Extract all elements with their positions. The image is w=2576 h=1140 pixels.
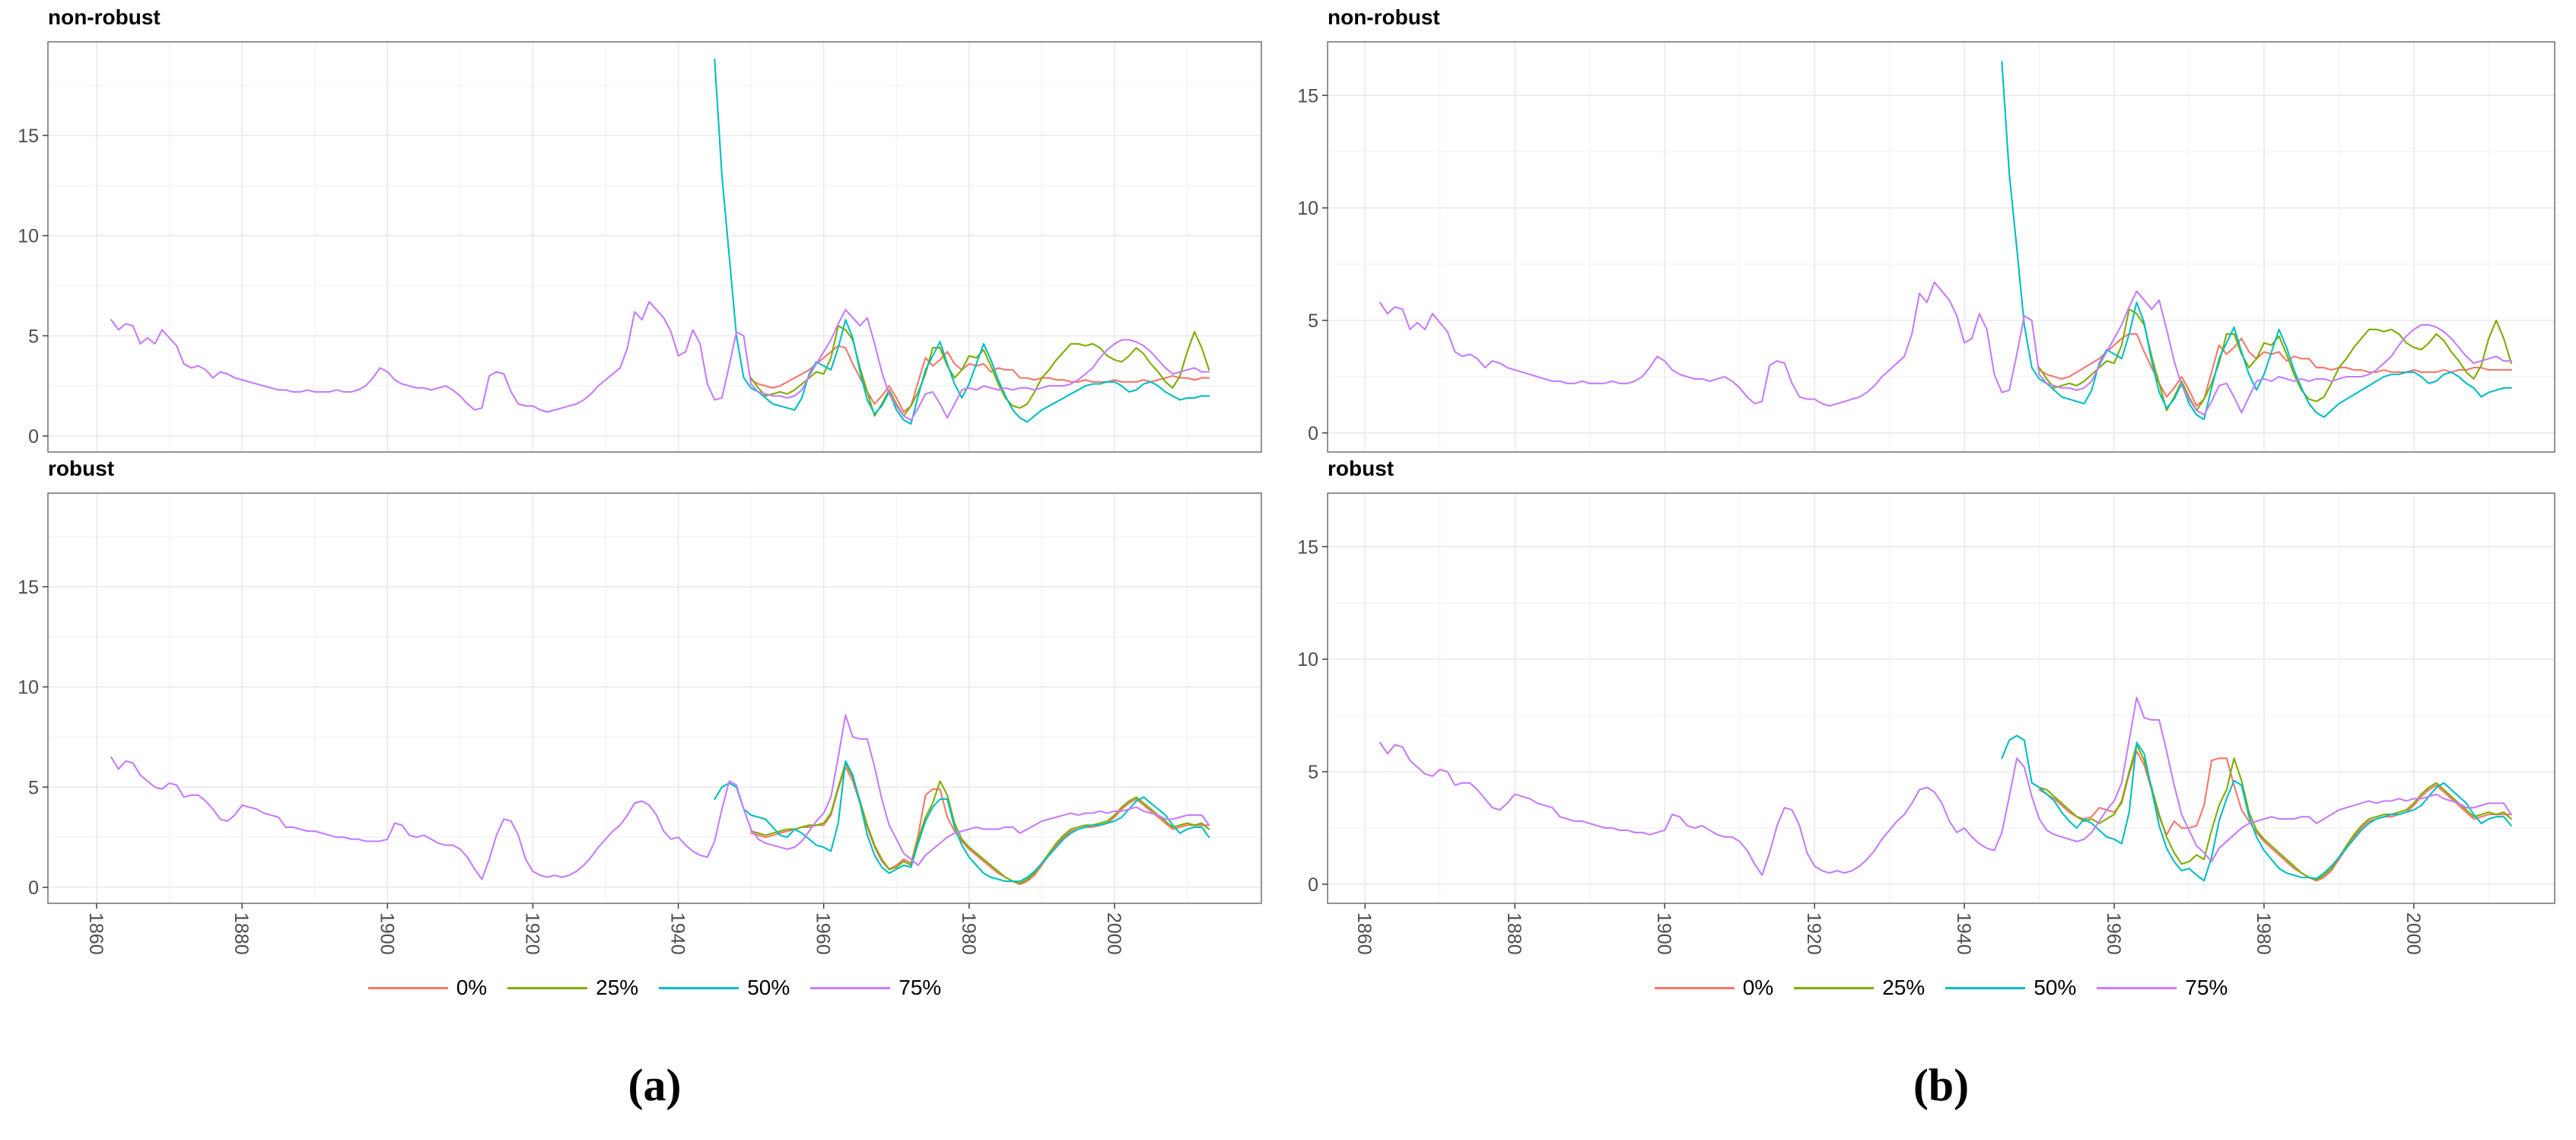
y-axis-tick-label: 5 (1308, 310, 1318, 332)
figure-a-canvas: 0 5 10 15 0 5 10 15 1860 1880 1900 1920 1940 1960 1980… (17, 41, 1262, 955)
y-axis-tick-label: 5 (1308, 762, 1318, 783)
legend-line-swatch-50pct (659, 986, 739, 989)
panel-b-robust: 0 5 10 15 1860 1880 1900 1920 1940 1960 1980 2000 (1297, 492, 2555, 955)
y-axis-tick-label: 10 (1297, 649, 1318, 670)
y-axis-tick-label: 5 (28, 777, 39, 798)
series-line-75pct (110, 714, 1210, 880)
legend-label-0pct: 0% (456, 976, 488, 999)
panel-background (1328, 42, 2555, 452)
x-axis-tick-label: 1960 (813, 912, 834, 955)
legend-label-25pct: 25% (1882, 976, 1926, 999)
x-axis-tick-label: 1940 (1953, 912, 1974, 955)
series-line-50pct (714, 759, 1210, 883)
legend-item-25pct: 25% (1794, 976, 1925, 1000)
panel-background (48, 493, 1261, 903)
series-line-75pct (1379, 696, 2512, 877)
y-axis-tick-label: 15 (17, 126, 39, 147)
x-axis-tick-label: 1880 (231, 912, 252, 955)
legend-item-75pct: 75% (2097, 976, 2228, 1000)
panel-b-non-robust: 0 5 10 15 (1297, 41, 2555, 453)
legend-line-swatch-0pct (1654, 986, 1735, 989)
y-axis-tick-label: 5 (28, 326, 39, 347)
legend-label-0pct: 0% (1742, 976, 1774, 999)
y-axis-tick-label: 15 (1297, 537, 1318, 558)
y-axis-tick-label: 0 (1308, 874, 1318, 896)
legend-line-swatch-75pct (810, 986, 891, 989)
x-axis-tick-label: 1940 (667, 912, 689, 955)
legend-label-50pct: 50% (2034, 976, 2077, 999)
facet-title-a-robust: robust (48, 457, 115, 480)
x-axis-tick-label: 2000 (1103, 912, 1124, 955)
y-axis-tick-label: 10 (17, 226, 39, 247)
series-line-25pct (2038, 744, 2512, 881)
y-axis-tick-label: 15 (17, 577, 39, 598)
y-axis-tick-label: 0 (28, 877, 39, 899)
panel-background (1328, 493, 2555, 903)
facet-title-a-nonrobust: non-robust (48, 5, 161, 29)
legend-line-swatch-25pct (1794, 986, 1875, 989)
caption-b: (b) (1913, 1060, 1970, 1110)
series-line-0pct (750, 345, 1210, 413)
panel-a-robust: 0 5 10 15 1860 1880 1900 1920 1940 1960 1980 2000 (17, 492, 1262, 955)
x-axis-tick-label: 1900 (1653, 912, 1674, 955)
series-line-75pct (110, 301, 1210, 421)
facet-title-b-nonrobust: non-robust (1328, 5, 1440, 29)
series-line-50pct (2001, 734, 2512, 882)
caption-a: (a) (628, 1060, 682, 1110)
legend-item-75pct: 75% (810, 976, 941, 1000)
legend-item-50pct: 50% (659, 976, 790, 1000)
x-axis-tick-label: 1860 (85, 912, 107, 955)
x-axis-tick-label: 1920 (521, 912, 542, 955)
x-axis-tick-label: 1920 (1803, 912, 1824, 955)
legend-item-0pct: 0% (367, 976, 488, 1000)
legend-label-25pct: 25% (596, 976, 639, 999)
legend-line-swatch-25pct (507, 986, 588, 989)
panel-border (47, 41, 1262, 453)
legend-b: 0% 25% 50% 75% (1328, 971, 2555, 1005)
series-line-50pct (2001, 60, 2512, 421)
panel-a-non-robust: 0 5 10 15 (17, 41, 1262, 453)
legend-line-swatch-0pct (367, 986, 448, 989)
x-axis-tick-label: 1880 (1503, 912, 1525, 955)
legend-item-0pct: 0% (1654, 976, 1774, 1000)
legend-item-50pct: 50% (1945, 976, 2076, 1000)
panel-border (1327, 41, 2555, 453)
x-axis-tick-label: 1980 (958, 912, 979, 955)
x-axis-tick-label: 1900 (376, 912, 397, 955)
series-line-0pct (2038, 333, 2512, 407)
panel-border (47, 492, 1262, 904)
legend-item-25pct: 25% (507, 976, 638, 1000)
figure-b-canvas: 0 5 10 15 0 5 10 15 1860 1880 1900 1920 1940 1960 1980… (1297, 41, 2555, 955)
series-line-75pct (1379, 281, 2512, 416)
legend-line-swatch-50pct (1945, 986, 2026, 989)
legend-label-50pct: 50% (747, 976, 790, 999)
panel-border (1327, 492, 2555, 904)
x-axis-tick-label: 1960 (2103, 912, 2124, 955)
figure-a: 0 5 10 15 0 5 10 15 1860 1880 1900 1920 1940 1960 1980… (17, 5, 1262, 1110)
y-axis-tick-label: 10 (17, 677, 39, 699)
y-axis-tick-label: 0 (1308, 423, 1318, 444)
x-axis-tick-label: 1860 (1353, 912, 1375, 955)
y-axis-tick-label: 15 (1297, 85, 1318, 107)
y-axis-tick-label: 10 (1297, 198, 1318, 219)
series-line-50pct (714, 58, 1210, 425)
y-axis-tick-label: 0 (28, 426, 39, 447)
legend-line-swatch-75pct (2097, 986, 2177, 989)
series-line-0pct (750, 766, 1210, 886)
x-axis-tick-label: 2000 (2403, 912, 2424, 955)
series-line-25pct (750, 762, 1210, 884)
legend-label-75pct: 75% (898, 976, 942, 999)
panel-background (48, 42, 1261, 452)
legend-a: 0% 25% 50% 75% (48, 971, 1261, 1005)
legend-label-75pct: 75% (2185, 976, 2228, 999)
x-axis-tick-label: 1980 (2253, 912, 2274, 955)
figure-b: 0 5 10 15 0 5 10 15 1860 1880 1900 1920 1940 1960 1980… (1280, 0, 2576, 1140)
facet-title-b-robust: robust (1328, 457, 1395, 480)
